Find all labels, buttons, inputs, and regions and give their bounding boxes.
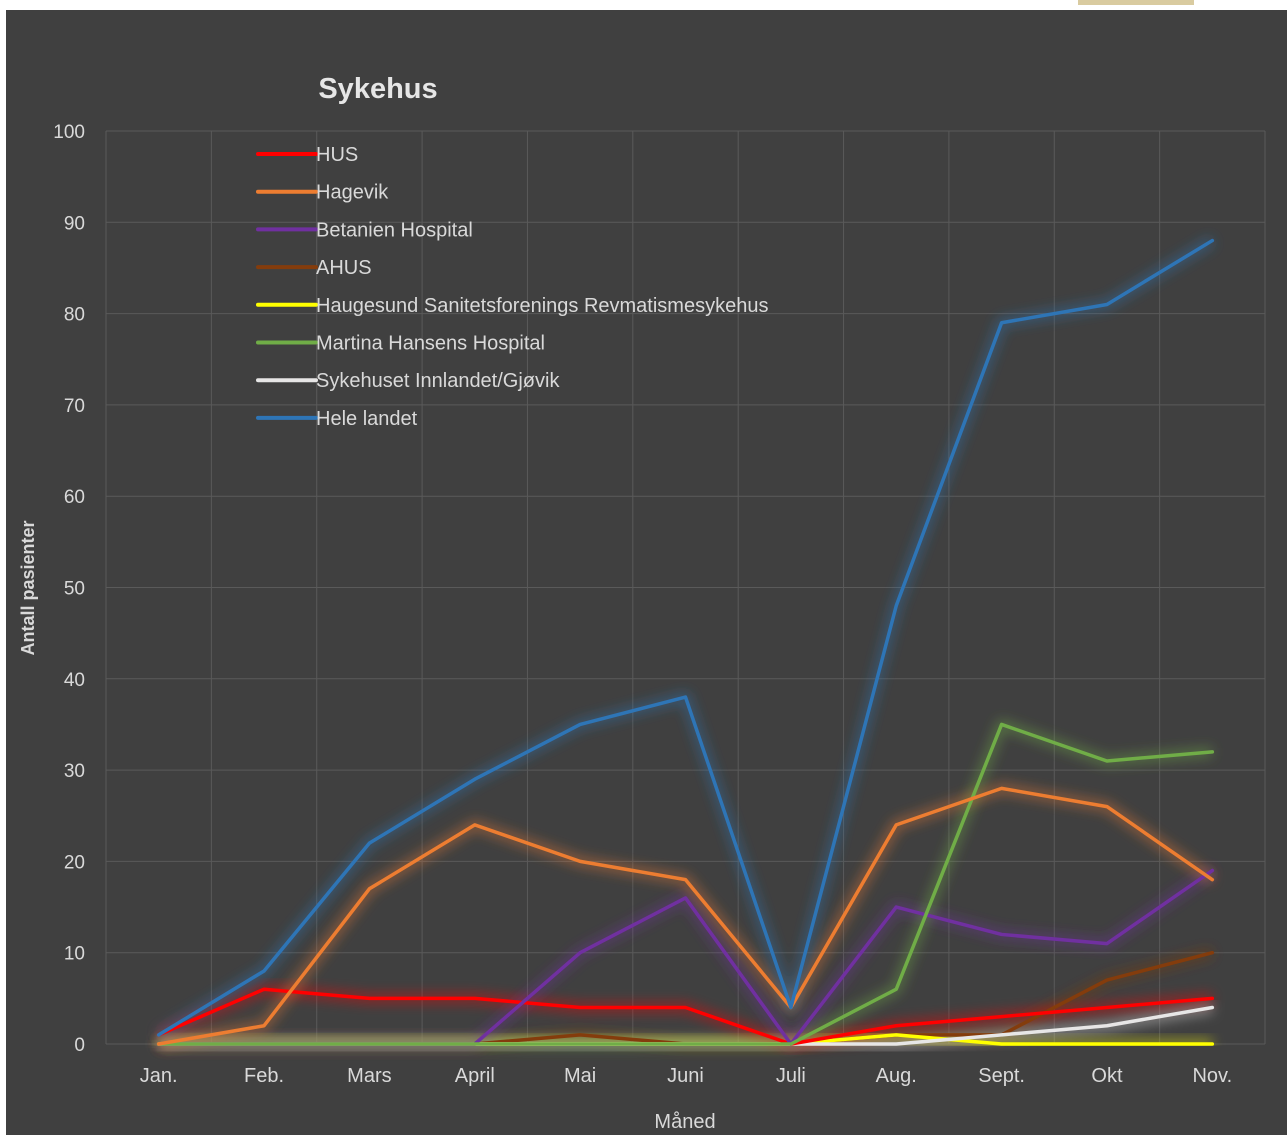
sheet-tab-corner bbox=[1078, 0, 1194, 5]
legend-label: Martina Hansens Hospital bbox=[316, 333, 545, 355]
y-tick-label: 90 bbox=[64, 213, 85, 234]
y-tick-label: 0 bbox=[74, 1035, 85, 1056]
x-tick-label: April bbox=[455, 1065, 495, 1087]
y-tick-label: 70 bbox=[64, 396, 85, 417]
legend-label: HUS bbox=[316, 144, 358, 166]
legend-label: Hagevik bbox=[316, 182, 389, 204]
x-tick-label: Mai bbox=[564, 1065, 596, 1087]
y-tick-label: 20 bbox=[64, 852, 85, 873]
x-axis-title: Måned bbox=[654, 1111, 715, 1133]
x-tick-label: Jan. bbox=[140, 1065, 178, 1087]
legend-label: AHUS bbox=[316, 257, 372, 279]
x-tick-label: Nov. bbox=[1192, 1065, 1232, 1087]
legend-label: Hele landet bbox=[316, 408, 418, 430]
y-tick-label: 100 bbox=[53, 122, 85, 143]
x-tick-label: Sept. bbox=[978, 1065, 1025, 1087]
y-tick-label: 40 bbox=[64, 670, 85, 691]
y-tick-label: 30 bbox=[64, 761, 85, 782]
y-tick-label: 50 bbox=[64, 579, 85, 600]
x-tick-label: Mars bbox=[347, 1065, 391, 1087]
x-tick-label: Feb. bbox=[244, 1065, 284, 1087]
legend-label: Haugesund Sanitetsforenings Revmatismesy… bbox=[316, 295, 768, 317]
y-axis-title: Antall pasienter bbox=[18, 520, 38, 655]
x-tick-label: Okt bbox=[1091, 1065, 1123, 1087]
x-tick-label: Juli bbox=[776, 1065, 806, 1087]
x-tick-label: Juni bbox=[667, 1065, 704, 1087]
legend-label: Sykehuset Innlandet/Gjøvik bbox=[316, 370, 560, 392]
chart-area bbox=[6, 10, 1287, 1135]
chart-title: Sykehus bbox=[318, 73, 437, 105]
y-tick-label: 10 bbox=[64, 944, 85, 965]
y-tick-label: 60 bbox=[64, 487, 85, 508]
y-tick-label: 80 bbox=[64, 305, 85, 326]
x-tick-label: Aug. bbox=[876, 1065, 917, 1087]
legend: HUS Hagevik Betanien Hospital AHUS Haugesund… bbox=[256, 144, 768, 430]
legend-label: Betanien Hospital bbox=[316, 219, 473, 241]
